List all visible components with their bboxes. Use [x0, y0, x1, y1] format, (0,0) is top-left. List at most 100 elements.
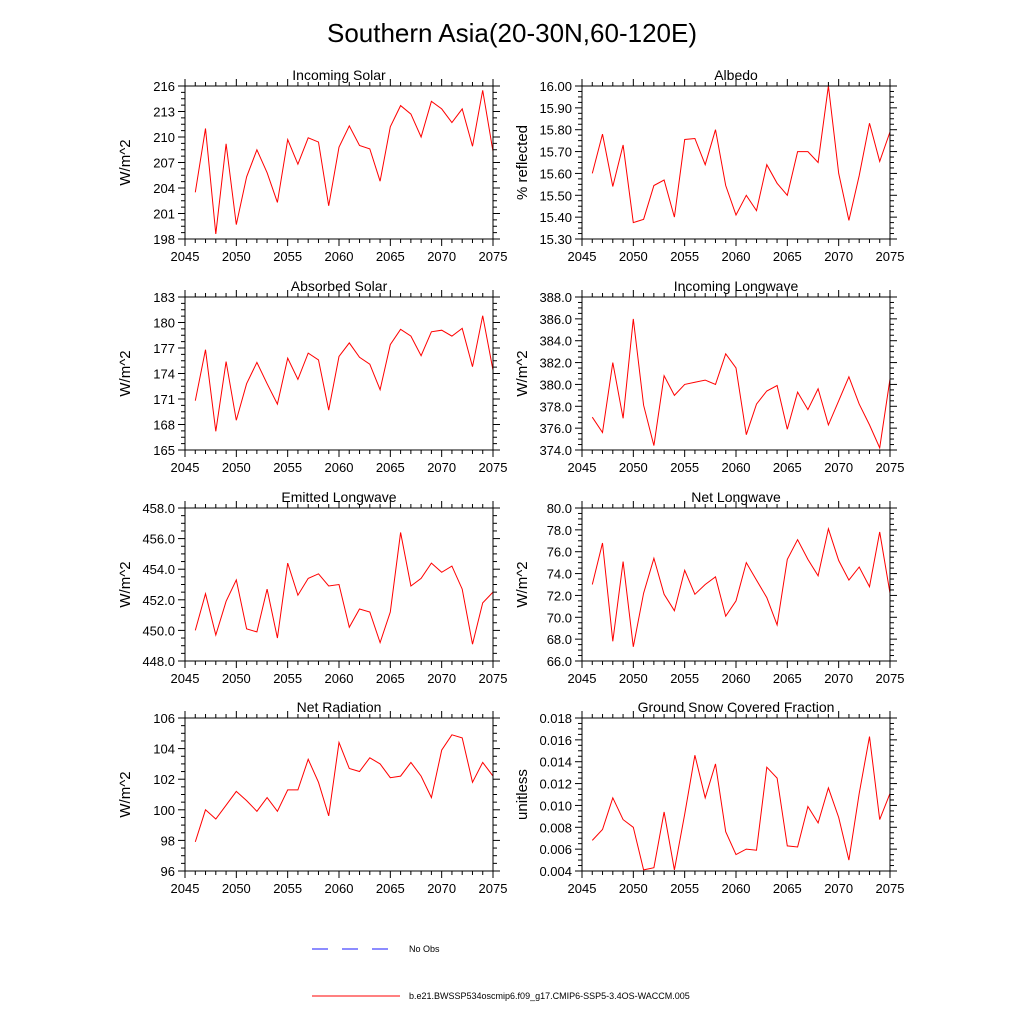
plot-frame	[581, 296, 891, 451]
x-tick-label: 2045	[568, 249, 597, 264]
y-tick-label: 0.012	[539, 777, 572, 792]
y-tick-label: 386.0	[539, 312, 572, 327]
y-tick-label: 0.016	[539, 733, 572, 748]
figure-title: Southern Asia(20-30N,60-120E)	[327, 18, 697, 48]
y-tick-label: 0.014	[539, 755, 572, 770]
panel-title: Net Radiation	[297, 699, 382, 715]
x-tick-label: 2070	[427, 881, 456, 896]
legend-no-obs-label: No Obs	[409, 944, 440, 954]
y-tick-label: 70.0	[547, 610, 572, 625]
panel-title: Incoming Longwave	[674, 278, 799, 294]
x-tick-label: 2060	[722, 460, 751, 475]
y-axis-label: unitless	[514, 769, 531, 820]
y-tick-label: 213	[153, 105, 175, 120]
panel-title: Absorbed Solar	[291, 278, 388, 294]
x-tick-label: 2045	[568, 460, 597, 475]
plot-frame	[184, 717, 494, 872]
y-tick-label: 454.0	[142, 562, 175, 577]
y-tick-label: 102	[153, 772, 175, 787]
y-tick-label: 171	[153, 392, 175, 407]
x-tick-label: 2050	[619, 249, 648, 264]
x-tick-label: 2065	[773, 671, 802, 686]
x-tick-label: 2055	[670, 671, 699, 686]
x-tick-label: 2055	[670, 881, 699, 896]
x-tick-label: 2075	[876, 249, 905, 264]
x-tick-label: 2055	[273, 249, 302, 264]
y-tick-label: 0.008	[539, 820, 572, 835]
x-tick-label: 2065	[773, 881, 802, 896]
y-tick-label: 80.0	[547, 501, 572, 516]
y-axis-label: % reflected	[514, 125, 531, 200]
y-tick-label: 104	[153, 742, 175, 757]
x-tick-label: 2050	[222, 671, 251, 686]
y-tick-label: 0.006	[539, 842, 572, 857]
chart-panels: Incoming Solar 198 201 204 207 210 213 216 2045 2…	[117, 67, 904, 896]
y-tick-label: 96	[161, 864, 175, 879]
y-tick-label: 15.40	[539, 210, 572, 225]
y-tick-label: 16.00	[539, 79, 572, 94]
y-axis-label: W/m^2	[117, 771, 134, 817]
y-tick-label: 216	[153, 79, 175, 94]
plot-frame	[581, 507, 891, 662]
panel-title: Ground Snow Covered Fraction	[638, 699, 835, 715]
y-tick-label: 15.30	[539, 232, 572, 247]
y-tick-label: 76.0	[547, 545, 572, 560]
y-tick-label: 207	[153, 156, 175, 171]
y-tick-label: 168	[153, 418, 175, 433]
y-tick-label: 448.0	[142, 654, 175, 669]
y-tick-label: 15.60	[539, 166, 572, 181]
y-tick-label: 0.004	[539, 864, 572, 879]
x-tick-label: 2070	[824, 671, 853, 686]
x-tick-label: 2055	[670, 249, 699, 264]
y-tick-label: 456.0	[142, 532, 175, 547]
x-tick-label: 2070	[427, 460, 456, 475]
series-line	[194, 90, 494, 234]
chart-panel: Ground Snow Covered Fraction 0.004 0.006 0.…	[514, 699, 904, 896]
y-tick-label: 15.50	[539, 188, 572, 203]
y-tick-label: 198	[153, 232, 175, 247]
x-tick-label: 2075	[479, 671, 508, 686]
y-tick-label: 68.0	[547, 632, 572, 647]
series-line	[591, 736, 891, 871]
series-line	[194, 532, 494, 645]
y-axis-label: W/m^2	[514, 561, 531, 607]
y-tick-label: 15.90	[539, 101, 572, 116]
y-axis-label: W/m^2	[117, 139, 134, 185]
y-tick-label: 201	[153, 207, 175, 222]
x-tick-label: 2045	[171, 460, 200, 475]
y-tick-label: 378.0	[539, 399, 572, 414]
panel-title: Albedo	[714, 67, 758, 83]
chart-panel: Incoming Solar 198 201 204 207 210 213 216 2045 2…	[117, 67, 507, 264]
x-tick-label: 2070	[824, 249, 853, 264]
series-line	[194, 315, 494, 432]
x-tick-label: 2075	[876, 881, 905, 896]
chart-panel: Incoming Longwave 374.0 376.0 378.0 380.0 382…	[514, 278, 904, 475]
plot-frame	[184, 296, 494, 451]
x-tick-label: 2065	[376, 249, 405, 264]
chart-panel: Net Radiation 96 98 100 102 104 106 2045 2050 205…	[117, 699, 507, 896]
y-tick-label: 165	[153, 443, 175, 458]
x-tick-label: 2060	[325, 249, 354, 264]
y-axis-label: W/m^2	[117, 350, 134, 396]
panel-title: Net Longwave	[691, 489, 781, 505]
y-tick-label: 180	[153, 316, 175, 331]
y-tick-label: 380.0	[539, 377, 572, 392]
y-tick-label: 74.0	[547, 567, 572, 582]
x-tick-label: 2050	[222, 460, 251, 475]
y-tick-label: 388.0	[539, 290, 572, 305]
x-tick-label: 2045	[568, 671, 597, 686]
y-tick-label: 384.0	[539, 334, 572, 349]
x-tick-label: 2050	[222, 881, 251, 896]
x-tick-label: 2070	[824, 460, 853, 475]
y-tick-label: 98	[161, 833, 175, 848]
x-tick-label: 2065	[376, 881, 405, 896]
x-tick-label: 2050	[619, 671, 648, 686]
x-tick-label: 2045	[568, 881, 597, 896]
y-axis-label: W/m^2	[117, 561, 134, 607]
x-tick-label: 2075	[876, 671, 905, 686]
series-line	[591, 318, 891, 450]
y-tick-label: 376.0	[539, 421, 572, 436]
x-tick-label: 2065	[773, 249, 802, 264]
y-tick-label: 210	[153, 130, 175, 145]
x-tick-label: 2075	[876, 460, 905, 475]
